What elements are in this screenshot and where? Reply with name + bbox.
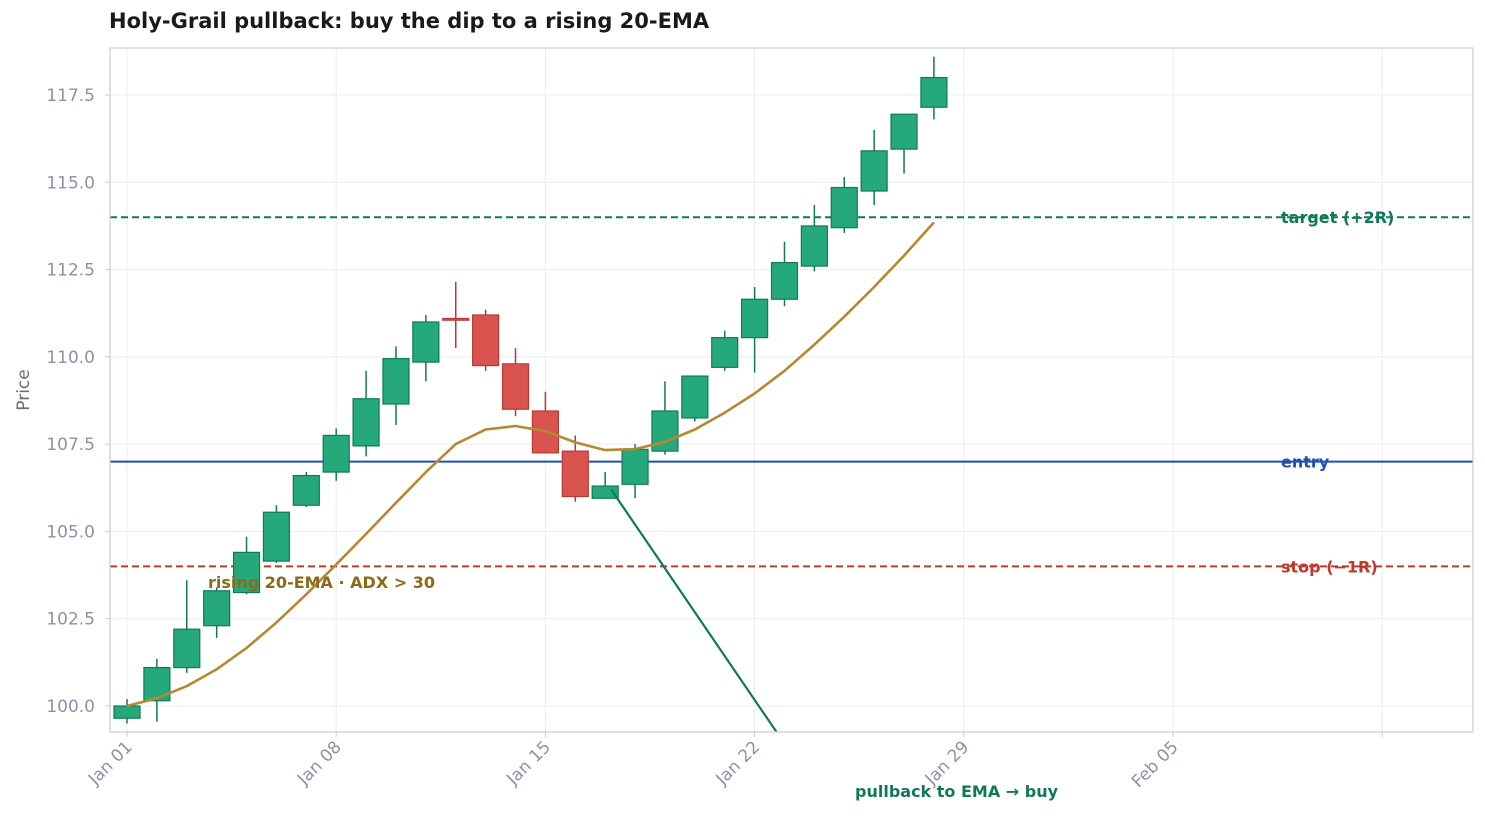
grid <box>110 48 1473 732</box>
candle <box>113 699 141 724</box>
candle <box>621 444 649 499</box>
y-tick-label: 105.0 <box>46 522 95 542</box>
x-axis: Jan 01 Jan 08 Jan 15 Jan 22 Jan 29 Feb 05 <box>84 732 1383 792</box>
candle-body <box>860 150 888 192</box>
candle <box>531 391 560 454</box>
x-tick-label: Jan 01 <box>84 737 137 790</box>
candle-body <box>621 448 649 485</box>
candle <box>740 287 769 373</box>
chart-title: Holy-Grail pullback: buy the dip to a ri… <box>109 9 710 33</box>
plot-frame <box>109 47 1474 733</box>
candle-body <box>830 186 858 229</box>
candle <box>173 580 201 673</box>
annotation-arrow <box>610 488 778 733</box>
y-tick-label: 112.5 <box>46 261 95 281</box>
candle-body <box>681 375 709 419</box>
candle <box>322 428 350 481</box>
x-tick-label: Jan 08 <box>293 737 346 790</box>
candle-body <box>501 363 530 410</box>
candle <box>920 56 948 120</box>
y-tick-label: 110.0 <box>46 348 95 368</box>
candle <box>262 505 291 563</box>
candle-body <box>322 434 350 473</box>
candle-body <box>292 474 320 506</box>
ema-line-group <box>126 221 935 708</box>
candle-body <box>591 485 619 499</box>
candle <box>561 435 589 502</box>
x-tick-label: Jan 22 <box>712 737 765 790</box>
candle-body <box>442 317 470 321</box>
candle-body <box>800 225 828 267</box>
candle-body <box>770 261 799 300</box>
candle <box>382 346 410 425</box>
annotation-label: pullback to EMA → buy <box>855 782 1059 801</box>
candle-body <box>920 76 948 108</box>
candle <box>232 536 261 595</box>
candle <box>472 309 500 371</box>
y-tick-label: 117.5 <box>46 86 95 106</box>
target-level-label: target (+2R) <box>1281 208 1394 227</box>
candle-body <box>113 705 141 719</box>
ema-line <box>126 221 935 708</box>
candle-body <box>561 450 589 498</box>
y-tick-label: 100.0 <box>46 697 95 717</box>
candle <box>203 587 231 638</box>
candle <box>143 658 171 722</box>
candle <box>501 348 530 417</box>
candle-body <box>382 358 410 405</box>
candle <box>352 370 380 457</box>
candle <box>770 241 799 307</box>
y-axis: 100.0 102.5 105.0 107.5 110.0 112.5 115.0 117.5 <box>46 86 110 717</box>
x-tick-label: Jan 15 <box>502 737 555 790</box>
candle-body <box>173 628 201 669</box>
x-tick-label: Feb 05 <box>1128 737 1183 792</box>
candle-body <box>262 511 291 562</box>
y-tick-label: 107.5 <box>46 435 95 455</box>
y-tick-label: 102.5 <box>46 610 95 630</box>
candle <box>860 129 888 205</box>
candle <box>442 281 470 349</box>
stop-level-label: stop (−1R) <box>1281 557 1378 576</box>
entry-level-label: entry <box>1281 453 1330 472</box>
annotations: rising 20-EMA · ADX > 30 pullback to EMA … <box>208 488 1059 801</box>
candle <box>292 472 320 507</box>
candle-body <box>203 590 231 627</box>
candle-body <box>352 398 380 447</box>
candle-body <box>472 314 500 367</box>
annotation-label: rising 20-EMA · ADX > 30 <box>208 573 435 592</box>
candle <box>890 113 918 174</box>
candle-body <box>740 298 769 339</box>
candle <box>681 375 709 422</box>
candle <box>711 330 739 371</box>
candle <box>830 177 858 233</box>
y-tick-label: 115.0 <box>46 173 95 193</box>
y-axis-label: Price <box>14 369 34 410</box>
candle-body <box>890 113 918 150</box>
candle-body <box>412 321 440 363</box>
candle-body <box>711 337 739 368</box>
candle <box>591 472 619 499</box>
candle <box>800 204 828 272</box>
candle <box>412 314 440 382</box>
candle-body <box>232 551 261 594</box>
candles <box>113 56 948 724</box>
